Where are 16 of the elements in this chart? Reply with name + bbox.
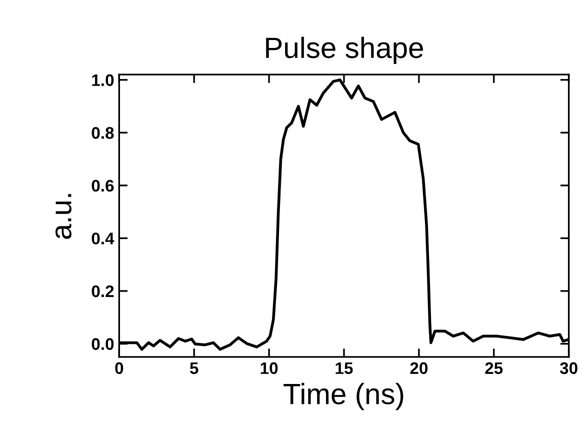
x-tick-label: 0 [115,362,124,374]
y-tick-label: 0.0 [92,338,114,350]
chart-title: Pulse shape [266,36,423,64]
x-axis-title: Time (ns) [284,382,404,410]
x-tick-label: 25 [485,362,503,374]
y-tick-label: 0.2 [92,285,114,298]
x-tick-label: 5 [190,362,198,374]
y-tick-label: 1.0 [92,74,114,86]
x-tick-label: 30 [560,362,578,374]
y-tick-label: 0.8 [92,127,114,139]
y-tick-label: 0.4 [92,232,114,244]
y-tick-label: 0.6 [92,180,114,192]
x-tick-label: 10 [260,362,278,374]
y-axis-title: a.u. [55,194,72,239]
x-tick-label: 15 [336,362,353,374]
x-tick-label: 20 [410,362,428,374]
